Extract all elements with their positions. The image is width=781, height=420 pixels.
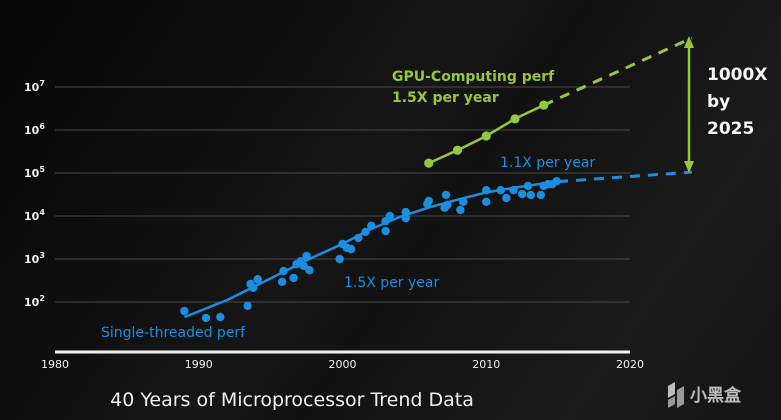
data-point — [201, 313, 211, 323]
data-point — [424, 158, 434, 168]
data-point — [253, 275, 262, 284]
data-point — [481, 131, 491, 141]
data-point — [539, 100, 549, 110]
data-point — [277, 277, 287, 286]
cpu-early-rate-label: 1.5X per year — [344, 275, 439, 291]
data-point — [299, 261, 308, 271]
data-point — [552, 176, 561, 186]
gap-label-line3: 2025 — [707, 119, 754, 139]
data-point — [482, 197, 491, 207]
data-point — [536, 190, 546, 200]
data-point — [502, 193, 511, 203]
data-point — [459, 197, 468, 207]
y-tick-exponent: 7 — [39, 79, 45, 88]
data-point — [526, 190, 536, 200]
y-tick-exponent: 3 — [39, 251, 45, 260]
gap-arrow — [684, 36, 694, 173]
data-point — [385, 211, 395, 221]
y-tick-base: 10 — [24, 124, 40, 137]
data-point — [456, 205, 465, 215]
data-point — [401, 207, 410, 217]
y-tick-base: 10 — [24, 81, 40, 94]
data-point — [289, 273, 298, 283]
y-tick-label: 103 — [24, 251, 45, 266]
data-point — [510, 114, 520, 124]
data-point — [216, 312, 225, 322]
watermark: 小黑盒 — [668, 382, 742, 408]
y-tick-base: 10 — [24, 296, 40, 309]
data-point — [509, 186, 518, 195]
x-tick-label: 2000 — [329, 358, 357, 371]
data-point — [452, 145, 463, 155]
watermark-text: 小黑盒 — [690, 385, 742, 406]
data-point — [401, 213, 410, 223]
data-point — [305, 265, 314, 275]
data-point — [180, 306, 189, 316]
x-tick-label: 1980 — [41, 358, 69, 371]
cpu-late-rate-label: 1.1X per year — [500, 155, 595, 171]
gap-label-line1: 1000X — [707, 65, 767, 85]
data-point — [517, 189, 527, 199]
x-axis-ticks: 1980 1990 2000 2010 2020 — [41, 358, 644, 371]
y-tick-exponent: 5 — [39, 165, 45, 174]
x-tick-label: 2010 — [472, 358, 500, 371]
gpu-rate-label: 1.5X per year — [392, 90, 499, 106]
y-tick-label: 107 — [24, 79, 45, 94]
y-tick-base: 10 — [24, 167, 40, 180]
y-tick-label: 105 — [24, 165, 45, 180]
data-point — [381, 226, 390, 236]
x-tick-label: 1990 — [185, 358, 213, 371]
series-line — [183, 180, 559, 319]
data-point — [243, 301, 252, 311]
data-point — [482, 186, 491, 195]
data-point — [249, 283, 258, 293]
data-point — [302, 251, 311, 261]
gap-label-line2: by — [707, 92, 730, 112]
data-point — [346, 244, 356, 254]
y-tick-label: 104 — [24, 208, 45, 223]
y-tick-exponent: 2 — [39, 294, 45, 303]
y-tick-exponent: 6 — [39, 122, 45, 131]
data-point — [335, 254, 344, 264]
projection-line — [543, 36, 693, 107]
chart-title: 40 Years of Microprocessor Trend Data — [110, 389, 474, 411]
y-tick-label: 102 — [24, 294, 45, 309]
data-point — [367, 221, 376, 231]
series-layer — [180, 36, 693, 323]
y-tick-label: 106 — [24, 122, 45, 137]
data-point — [279, 266, 288, 276]
data-point — [361, 227, 370, 237]
y-tick-base: 10 — [24, 253, 40, 266]
data-point — [440, 203, 449, 213]
gpu-series-label: GPU-Computing perf — [392, 69, 555, 85]
y-tick-exponent: 4 — [39, 208, 45, 217]
projection-line — [557, 170, 692, 184]
x-tick-label: 2020 — [616, 358, 644, 371]
data-point — [424, 196, 433, 206]
data-point — [523, 181, 533, 191]
data-point — [354, 233, 363, 243]
y-tick-base: 10 — [24, 210, 40, 223]
cpu-series-label: Single-threaded perf — [101, 325, 246, 341]
data-point — [496, 186, 505, 195]
data-point — [441, 190, 451, 200]
watermark-logo-icon — [668, 382, 684, 408]
